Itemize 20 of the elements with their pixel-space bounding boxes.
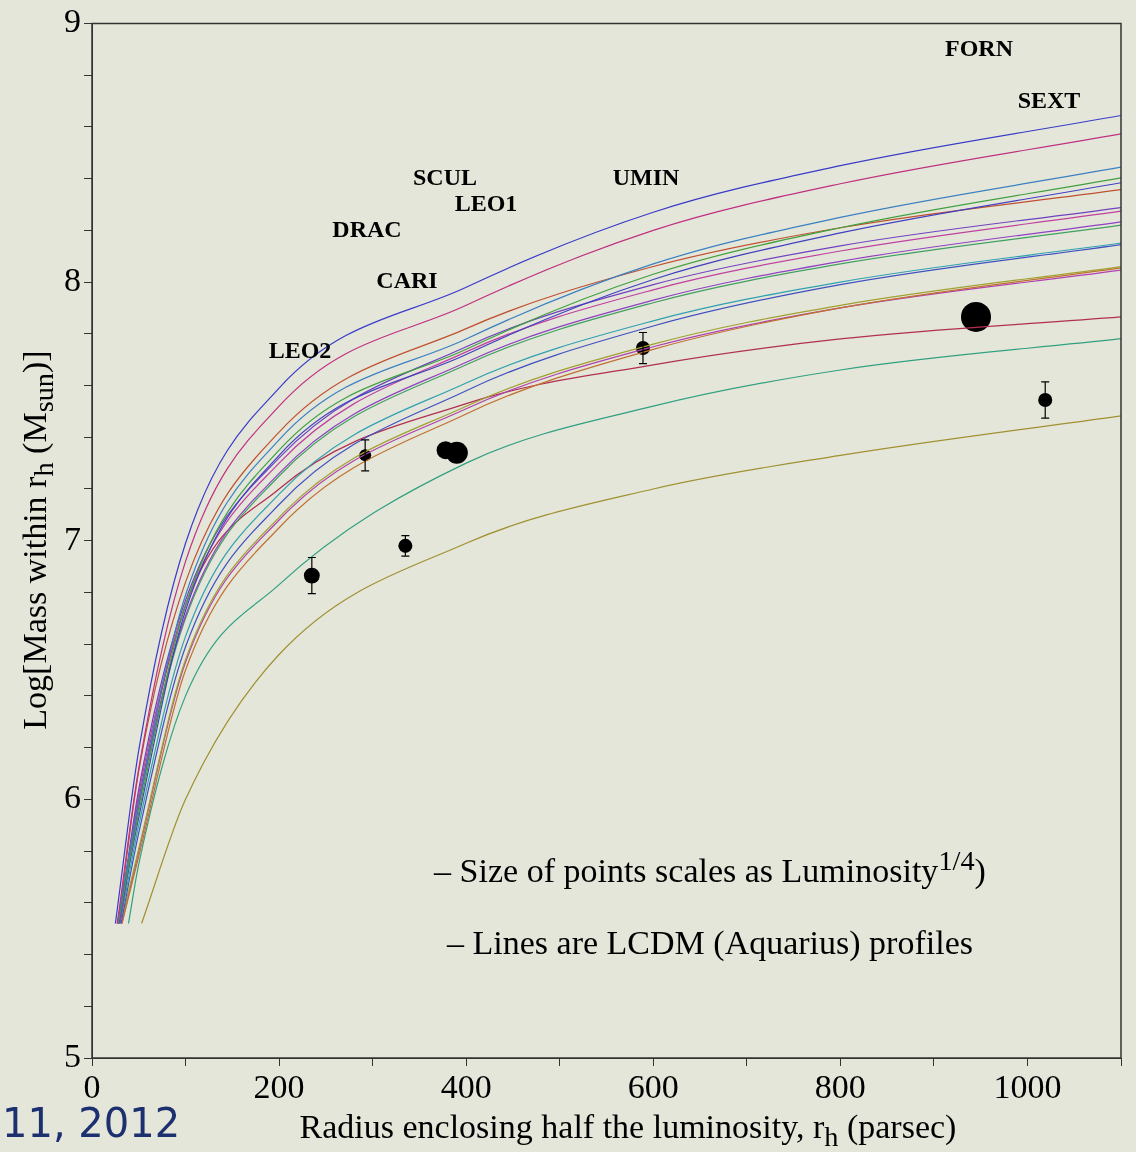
y-tick-label: 9 [64,2,81,40]
y-tick-label: 8 [64,260,81,298]
annotation: – Lines are LCDM (Aquarius) profiles [445,923,974,964]
x-tick-label: 200 [253,1068,305,1106]
annotation: DRAC [332,215,402,243]
annotation: CARI [376,266,438,294]
y-tick-label: 5 [64,1036,81,1074]
x-tick-label: 800 [814,1068,866,1106]
y-tick-label: 6 [64,778,81,816]
annotation: FORN [945,34,1013,62]
y-tick-label: 7 [64,519,81,557]
x-tick-label: 1000 [993,1068,1062,1106]
x-tick-label: 400 [440,1068,492,1106]
annotation: – Size of points scales as Luminosity$^{1/4}$) [432,844,987,892]
x-tick-label: 600 [627,1068,679,1106]
annotation: SEXT [1017,86,1081,114]
annotation: LEO1 [454,189,518,217]
annotation: UMIN [612,163,680,191]
x-axis-title: Radius enclosing half the luminosity, r$_{h}$ (parsec) [299,1108,957,1152]
annotation: SCUL [412,163,478,191]
